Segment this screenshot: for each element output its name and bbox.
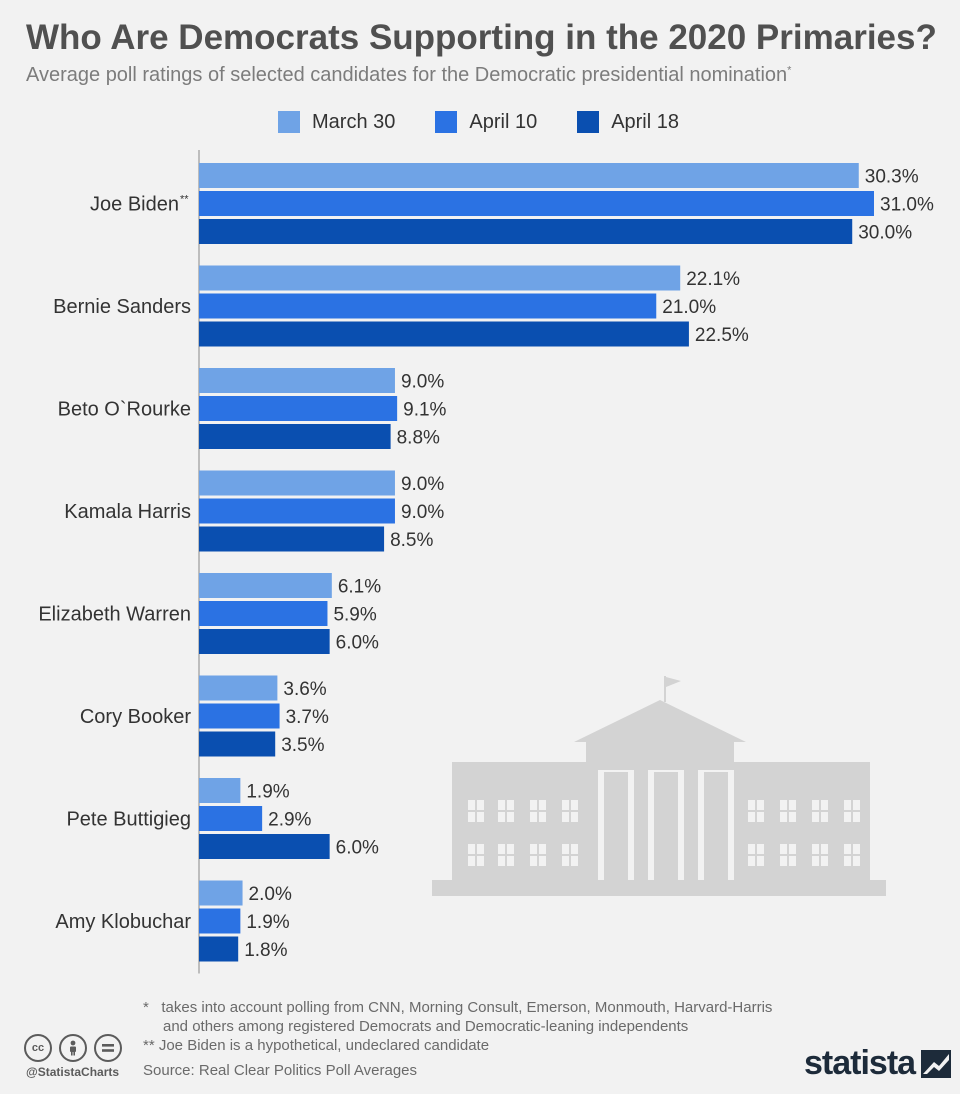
legend-item-march-30: March 30	[278, 111, 395, 134]
bar-kamala-harris-april-10	[199, 498, 395, 524]
white-house-icon	[432, 676, 886, 896]
data-label-elizabeth-warren-april-18: 6.0%	[336, 633, 379, 654]
legend: March 30 April 10 April 18	[278, 109, 719, 135]
data-label-kamala-harris-april-18: 8.5%	[390, 530, 433, 551]
data-label-joe-biden-april-10: 31.0%	[880, 195, 934, 216]
category-label-joe-biden: Joe Biden	[90, 194, 179, 216]
category-label-pete-buttigieg: Pete Buttigieg	[66, 809, 191, 831]
footnote-2: ** Joe Biden is a hypothetical, undeclar…	[143, 1037, 490, 1054]
bar-amy-klobuchar-april-18	[199, 936, 239, 962]
bar-elizabeth-warren-april-10	[199, 601, 328, 626]
data-label-bernie-sanders-april-10: 21.0%	[662, 297, 716, 318]
data-label-joe-biden-march-30: 30.3%	[865, 167, 919, 188]
bar-elizabeth-warren-april-18	[199, 629, 330, 654]
category-label-kamala-harris: Kamala Harris	[64, 501, 191, 523]
subtitle-footnote-mark: *	[787, 64, 792, 77]
data-label-elizabeth-warren-march-30: 6.1%	[338, 577, 381, 598]
footnote-1: * takes into account polling from CNN, M…	[143, 998, 772, 1017]
data-label-amy-klobuchar-april-10: 1.9%	[246, 912, 289, 933]
bar-bernie-sanders-april-10	[199, 293, 657, 319]
legend-swatch	[577, 111, 600, 133]
bar-beto-o-rourke-april-18	[199, 424, 391, 449]
legend-label: March 30	[312, 110, 396, 133]
footnote-1-mark: *	[143, 999, 149, 1016]
data-label-amy-klobuchar-april-18: 1.8%	[244, 940, 287, 961]
bar-amy-klobuchar-april-10	[199, 908, 241, 934]
data-label-amy-klobuchar-march-30: 2.0%	[249, 884, 292, 905]
legend-label: April 10	[469, 110, 538, 133]
chart-title: Who Are Democrats Supporting in the 2020…	[26, 18, 937, 57]
no-derivatives-icon	[94, 1034, 122, 1062]
statista-logo: statista	[804, 1044, 952, 1083]
cc-icon: cc	[24, 1034, 52, 1062]
bar-pete-buttigieg-april-10	[199, 806, 263, 831]
bar-kamala-harris-march-30	[199, 470, 395, 496]
source-note: Source: Real Clear Politics Poll Average…	[143, 1062, 418, 1079]
bar-bernie-sanders-april-18	[199, 321, 689, 347]
bar-pete-buttigieg-march-30	[199, 778, 241, 803]
bar-joe-biden-april-18	[199, 219, 853, 244]
data-label-cory-booker-april-18: 3.5%	[281, 735, 324, 756]
bar-cory-booker-april-18	[199, 731, 276, 757]
statista-handle: @StatistaCharts	[26, 1065, 120, 1079]
legend-swatch	[435, 111, 458, 133]
legend-item-april-18: April 18	[577, 111, 679, 134]
bar-kamala-harris-april-18	[199, 526, 385, 552]
category-label-cory-booker: Cory Booker	[80, 706, 191, 728]
data-label-beto-o-rourke-april-10: 9.1%	[403, 400, 446, 421]
category-footnote-mark: **	[180, 194, 189, 206]
bar-cory-booker-march-30	[199, 675, 278, 701]
category-label-beto-o-rourke: Beto O`Rourke	[58, 399, 191, 421]
data-label-pete-buttigieg-march-30: 1.9%	[246, 782, 289, 803]
category-label-bernie-sanders: Bernie Sanders	[53, 296, 191, 318]
data-label-bernie-sanders-march-30: 22.1%	[686, 269, 740, 290]
bar-pete-buttigieg-april-18	[199, 834, 330, 859]
legend-item-april-10: April 10	[435, 111, 537, 134]
bar-joe-biden-april-10	[199, 191, 874, 216]
data-label-elizabeth-warren-april-10: 5.9%	[333, 605, 376, 626]
data-label-cory-booker-april-10: 3.7%	[286, 707, 329, 728]
bar-joe-biden-march-30	[199, 163, 859, 188]
statista-logo-icon	[921, 1049, 952, 1078]
category-label-elizabeth-warren: Elizabeth Warren	[38, 604, 191, 626]
statista-logo-text: statista	[804, 1044, 916, 1082]
bar-bernie-sanders-march-30	[199, 265, 681, 291]
creative-commons-icons: cc	[24, 1034, 129, 1062]
legend-label: April 18	[611, 110, 679, 133]
data-label-cory-booker-march-30: 3.6%	[283, 679, 326, 700]
bar-cory-booker-april-10	[199, 703, 280, 729]
subtitle-text: Average poll ratings of selected candida…	[26, 64, 788, 86]
chart-subtitle: Average poll ratings of selected candida…	[26, 64, 791, 87]
footnotes: * takes into account polling from CNN, M…	[143, 998, 772, 1055]
footnote-1-line-1: takes into account polling from CNN, Mor…	[161, 999, 773, 1016]
data-label-beto-o-rourke-april-18: 8.8%	[397, 428, 440, 449]
bar-elizabeth-warren-march-30	[199, 573, 332, 598]
attribution-icon	[59, 1034, 87, 1062]
data-label-pete-buttigieg-april-10: 2.9%	[268, 810, 311, 831]
bar-beto-o-rourke-april-10	[199, 396, 398, 421]
category-label-amy-klobuchar: Amy Klobuchar	[55, 911, 191, 933]
data-label-kamala-harris-march-30: 9.0%	[401, 474, 444, 495]
footnote-1-line-2: and others among registered Democrats an…	[163, 1018, 689, 1035]
data-label-beto-o-rourke-march-30: 9.0%	[401, 372, 444, 393]
data-label-pete-buttigieg-april-18: 6.0%	[336, 838, 379, 859]
data-label-bernie-sanders-april-18: 22.5%	[695, 325, 749, 346]
bar-amy-klobuchar-march-30	[199, 880, 243, 906]
data-label-joe-biden-april-18: 30.0%	[858, 223, 912, 244]
bar-beto-o-rourke-march-30	[199, 368, 395, 393]
legend-swatch	[278, 111, 300, 133]
data-label-kamala-harris-april-10: 9.0%	[401, 502, 444, 523]
